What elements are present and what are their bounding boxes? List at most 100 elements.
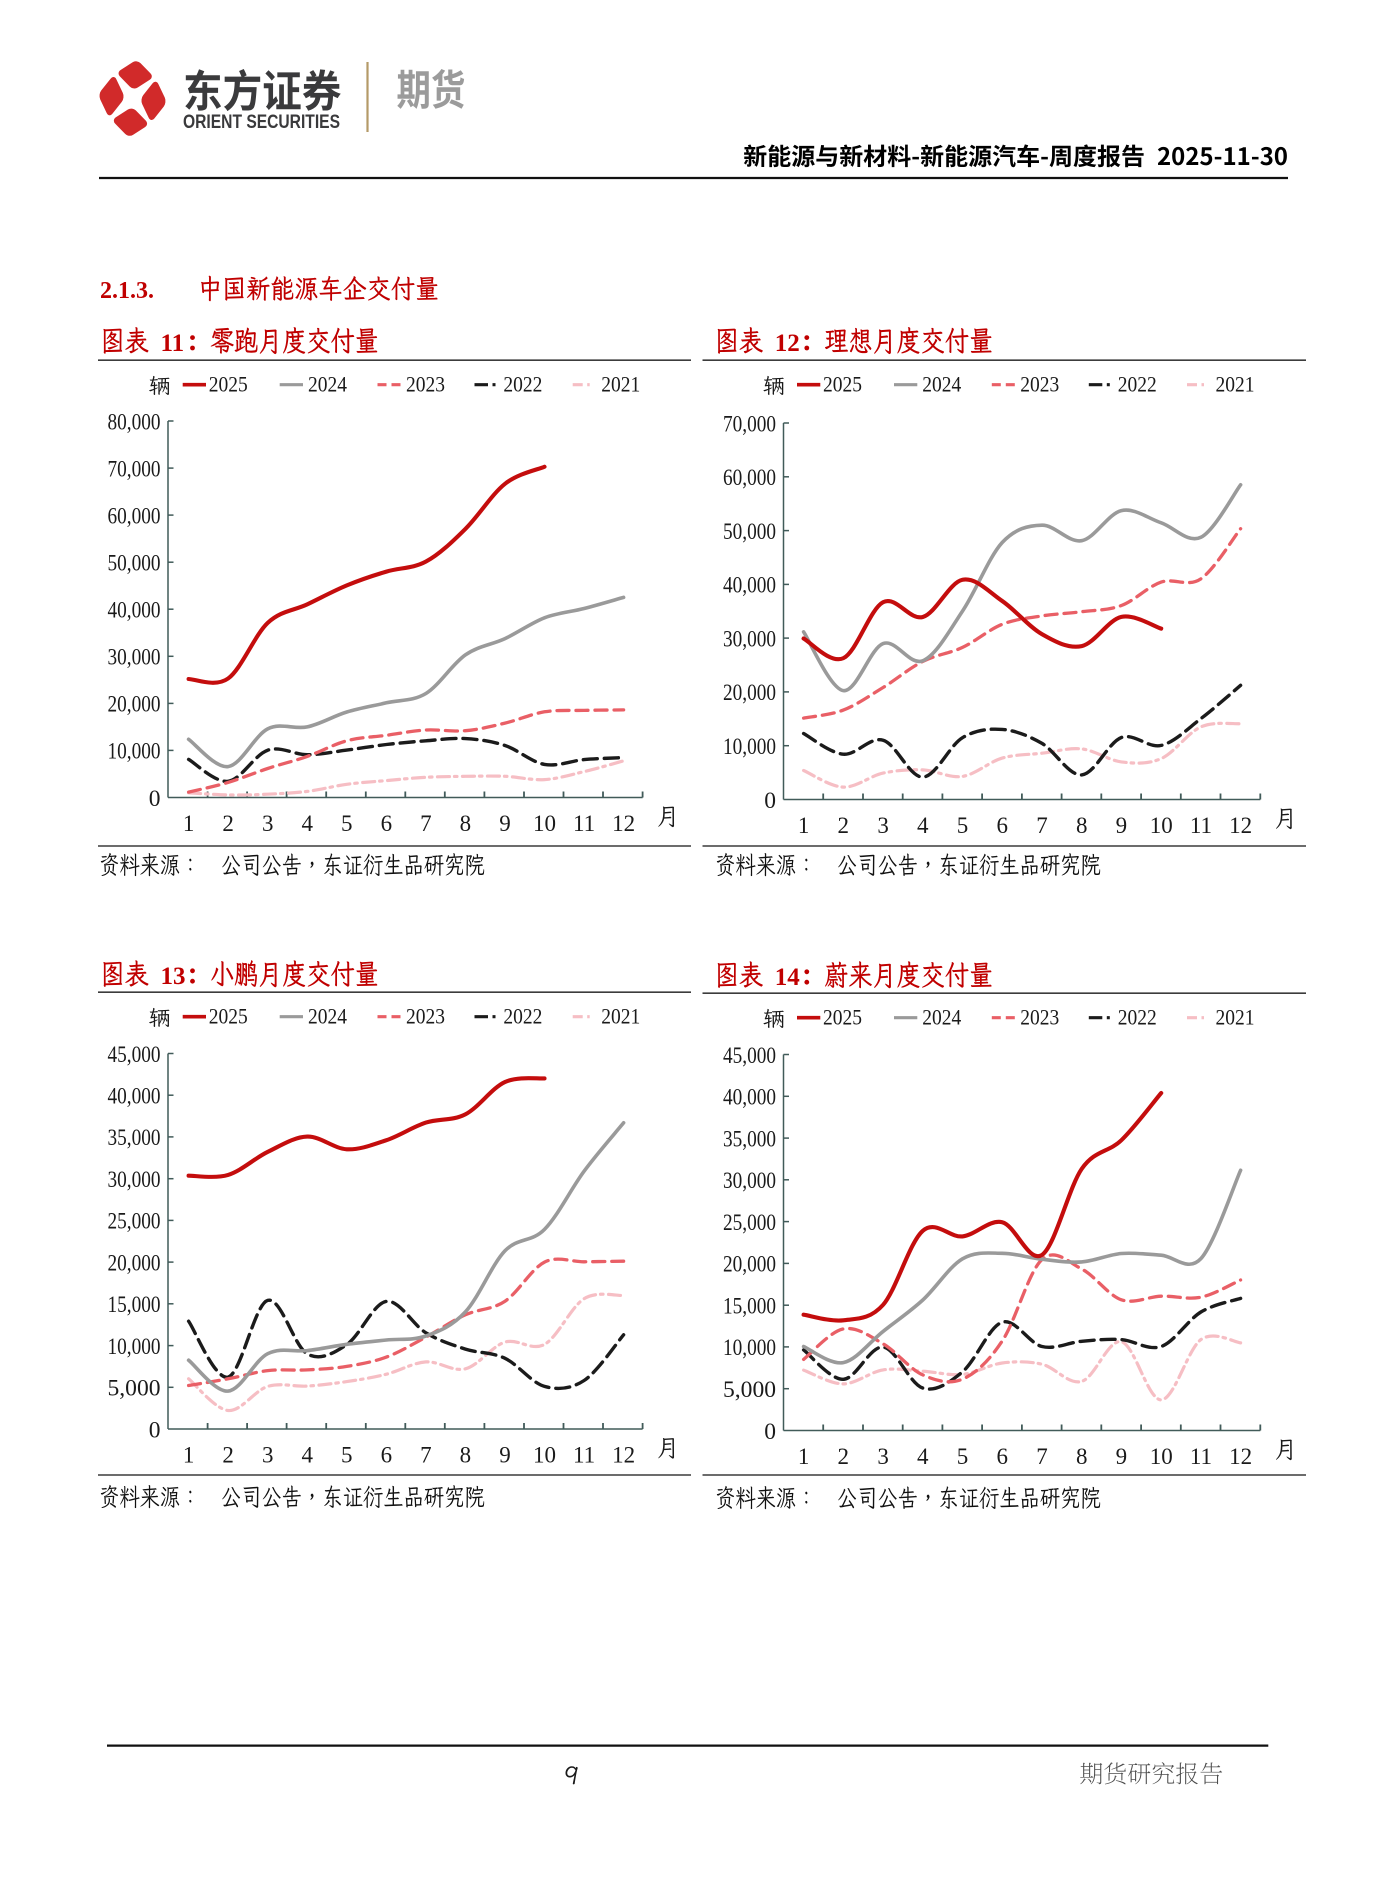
svg-text:4: 4: [917, 813, 929, 838]
svg-text:11: 11: [161, 330, 185, 357]
svg-text:12: 12: [612, 811, 635, 836]
svg-text:7: 7: [1036, 813, 1048, 838]
svg-text:25,000: 25,000: [723, 1210, 776, 1236]
svg-text:2024: 2024: [922, 1004, 961, 1029]
svg-text:10,000: 10,000: [723, 734, 776, 760]
svg-text:10,000: 10,000: [108, 739, 161, 765]
svg-text:2021: 2021: [601, 371, 640, 396]
svg-text:10,000: 10,000: [723, 1335, 776, 1361]
svg-text:3: 3: [877, 813, 889, 838]
svg-text:20,000: 20,000: [108, 1250, 161, 1276]
svg-text:70,000: 70,000: [108, 456, 161, 482]
svg-text:10: 10: [1150, 1444, 1173, 1469]
svg-text:12: 12: [775, 330, 800, 357]
svg-text:20,000: 20,000: [723, 1252, 776, 1278]
svg-text:8: 8: [1076, 813, 1088, 838]
svg-text:2022: 2022: [1118, 1004, 1157, 1029]
svg-text:25,000: 25,000: [108, 1209, 161, 1235]
svg-text:80,000: 80,000: [108, 409, 161, 435]
svg-text:0: 0: [149, 1417, 161, 1443]
svg-text:2023: 2023: [1020, 1004, 1059, 1029]
svg-text:14: 14: [775, 964, 801, 991]
svg-text:10: 10: [1150, 813, 1173, 838]
svg-text:10: 10: [533, 1443, 556, 1468]
svg-text:5: 5: [341, 1443, 353, 1468]
svg-text:2022: 2022: [503, 1003, 542, 1028]
svg-text:15,000: 15,000: [108, 1292, 161, 1318]
svg-text:2023: 2023: [406, 371, 445, 396]
svg-text:2: 2: [222, 811, 234, 836]
svg-text:7: 7: [420, 811, 432, 836]
svg-text:2024: 2024: [308, 1003, 347, 1028]
svg-text:7: 7: [420, 1443, 432, 1468]
svg-text:2023: 2023: [406, 1003, 445, 1028]
svg-text:2021: 2021: [601, 1003, 640, 1028]
svg-text:8: 8: [1076, 1444, 1088, 1469]
svg-text:2: 2: [838, 813, 850, 838]
svg-text:0: 0: [764, 1419, 776, 1445]
svg-text:30,000: 30,000: [108, 1167, 161, 1193]
svg-text:9: 9: [499, 1443, 511, 1468]
svg-text:13: 13: [161, 963, 186, 990]
svg-text:60,000: 60,000: [723, 465, 776, 491]
svg-text:50,000: 50,000: [723, 519, 776, 545]
svg-text:12: 12: [612, 1443, 635, 1468]
svg-text:30,000: 30,000: [723, 626, 776, 652]
svg-text:45,000: 45,000: [723, 1043, 776, 1069]
svg-text:40,000: 40,000: [108, 598, 161, 624]
svg-text:70,000: 70,000: [723, 411, 776, 437]
svg-text:5: 5: [957, 813, 969, 838]
svg-text:1: 1: [798, 1444, 810, 1469]
svg-text:2: 2: [838, 1444, 850, 1469]
svg-text:6: 6: [381, 811, 393, 836]
svg-text:6: 6: [996, 813, 1008, 838]
svg-text:40,000: 40,000: [108, 1084, 161, 1110]
svg-text:40,000: 40,000: [723, 573, 776, 599]
svg-text:35,000: 35,000: [108, 1125, 161, 1151]
svg-text:4: 4: [917, 1444, 929, 1469]
svg-text:2021: 2021: [1216, 371, 1255, 396]
svg-text:60,000: 60,000: [108, 503, 161, 529]
svg-text:0: 0: [149, 786, 161, 812]
svg-text:40,000: 40,000: [723, 1085, 776, 1111]
svg-text:11: 11: [573, 1443, 595, 1468]
svg-text:1: 1: [183, 1443, 195, 1468]
svg-text:2022: 2022: [1118, 371, 1157, 396]
svg-text:8: 8: [460, 1443, 472, 1468]
svg-text:20,000: 20,000: [108, 692, 161, 718]
svg-text:45,000: 45,000: [108, 1042, 161, 1068]
svg-text:3: 3: [877, 1444, 889, 1469]
svg-text:15,000: 15,000: [723, 1294, 776, 1320]
svg-text:30,000: 30,000: [723, 1168, 776, 1194]
svg-text:2023: 2023: [1020, 371, 1059, 396]
svg-text:2.1.3.: 2.1.3.: [100, 278, 154, 304]
svg-text:1: 1: [798, 813, 810, 838]
svg-text:4: 4: [301, 811, 313, 836]
svg-text:3: 3: [262, 1443, 274, 1468]
svg-text:5: 5: [341, 811, 353, 836]
svg-text:2024: 2024: [308, 371, 347, 396]
svg-text:1: 1: [183, 811, 195, 836]
svg-text:6: 6: [996, 1444, 1008, 1469]
svg-text:9: 9: [1116, 1444, 1128, 1469]
svg-text:9: 9: [1116, 813, 1128, 838]
svg-text:30,000: 30,000: [108, 645, 161, 671]
svg-text:11: 11: [1190, 1444, 1212, 1469]
svg-text:12: 12: [1229, 1444, 1252, 1469]
svg-text:2022: 2022: [503, 371, 542, 396]
svg-text:5: 5: [957, 1444, 969, 1469]
svg-text:0: 0: [764, 788, 776, 814]
svg-text:35,000: 35,000: [723, 1126, 776, 1152]
svg-text:12: 12: [1229, 813, 1252, 838]
svg-text:4: 4: [301, 1443, 313, 1468]
svg-text:2024: 2024: [922, 371, 961, 396]
svg-text:2025: 2025: [209, 371, 248, 396]
svg-text:5,000: 5,000: [723, 1377, 776, 1403]
svg-text:11: 11: [573, 811, 595, 836]
svg-text:20,000: 20,000: [723, 680, 776, 706]
svg-text:2025: 2025: [823, 1004, 862, 1029]
svg-text:2: 2: [222, 1443, 234, 1468]
svg-text:2025: 2025: [209, 1003, 248, 1028]
svg-text:ORIENT SECURITIES: ORIENT SECURITIES: [183, 111, 340, 133]
svg-text:3: 3: [262, 811, 274, 836]
